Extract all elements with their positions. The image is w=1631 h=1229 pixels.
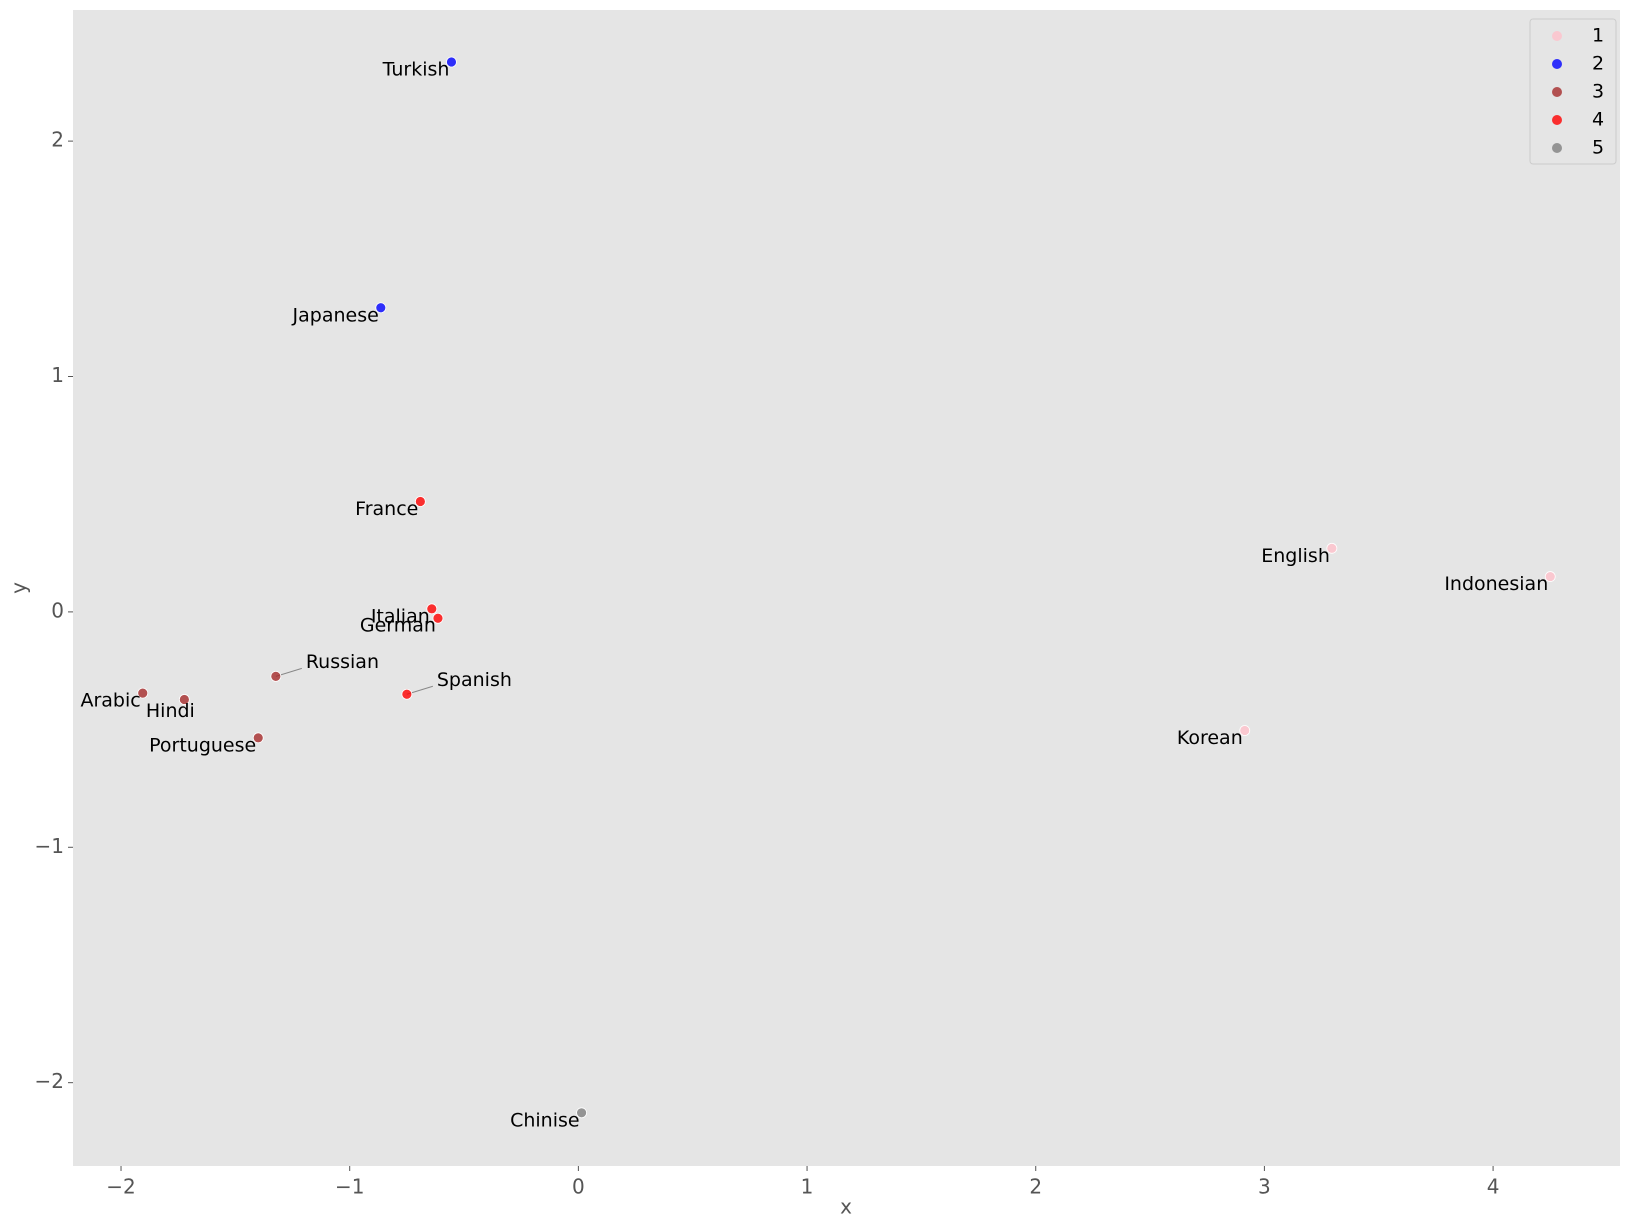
x-tick-label: −1	[335, 1175, 364, 1199]
point	[414, 496, 426, 507]
point	[1326, 542, 1338, 554]
plot-area	[73, 10, 1620, 1166]
legend-label: 3	[1592, 81, 1604, 103]
y-tick-label: 0	[51, 598, 64, 622]
x-tick-label: 0	[572, 1175, 585, 1199]
point-label: German	[360, 615, 436, 637]
point	[446, 56, 457, 68]
legend-box	[1529, 18, 1617, 165]
point	[1239, 725, 1251, 736]
legend-marker	[1552, 115, 1562, 125]
legend-marker	[1552, 59, 1562, 69]
point	[401, 688, 413, 700]
point-label: Italian	[371, 605, 430, 627]
legend-label: 2	[1592, 53, 1604, 75]
point	[576, 1107, 587, 1119]
point	[137, 687, 149, 699]
y-tick-label: −1	[35, 834, 64, 858]
point-label: Indonesian	[1444, 573, 1548, 595]
point-label: Arabic	[80, 690, 140, 712]
point	[270, 670, 282, 682]
point	[178, 694, 190, 705]
point-label: English	[1261, 545, 1330, 567]
point-label: Spanish	[437, 669, 512, 691]
point	[252, 732, 264, 744]
legend-label: 5	[1592, 137, 1604, 159]
y-tick-label: 2	[51, 128, 64, 152]
point-label: Chinise	[510, 1109, 580, 1131]
point-label: Portuguese	[149, 734, 256, 756]
point	[432, 612, 444, 624]
legend-marker	[1552, 143, 1562, 153]
point	[426, 603, 438, 615]
point	[375, 302, 387, 314]
y-axis-label: y	[7, 582, 31, 594]
point-label: Russian	[306, 651, 379, 673]
legend-label: 4	[1592, 109, 1604, 131]
legend-marker	[1552, 31, 1562, 41]
x-tick-label: 2	[1029, 1175, 1042, 1199]
legend-label: 1	[1592, 25, 1604, 47]
x-tick-label: 3	[1258, 1175, 1271, 1199]
y-tick-label: −2	[35, 1069, 64, 1093]
legend-marker	[1552, 87, 1562, 97]
x-axis-label: x	[840, 1195, 852, 1219]
point-label: Turkish	[382, 59, 450, 81]
point-label: France	[355, 498, 418, 520]
point-label: Korean	[1177, 727, 1243, 749]
y-tick-label: 1	[51, 363, 64, 387]
point-label: Japanese	[292, 304, 379, 326]
point-label: Hindi	[146, 700, 195, 722]
x-tick-label: 1	[801, 1175, 814, 1199]
point	[1544, 571, 1556, 582]
x-tick-label: −2	[106, 1175, 135, 1199]
x-tick-label: 4	[1487, 1175, 1500, 1199]
